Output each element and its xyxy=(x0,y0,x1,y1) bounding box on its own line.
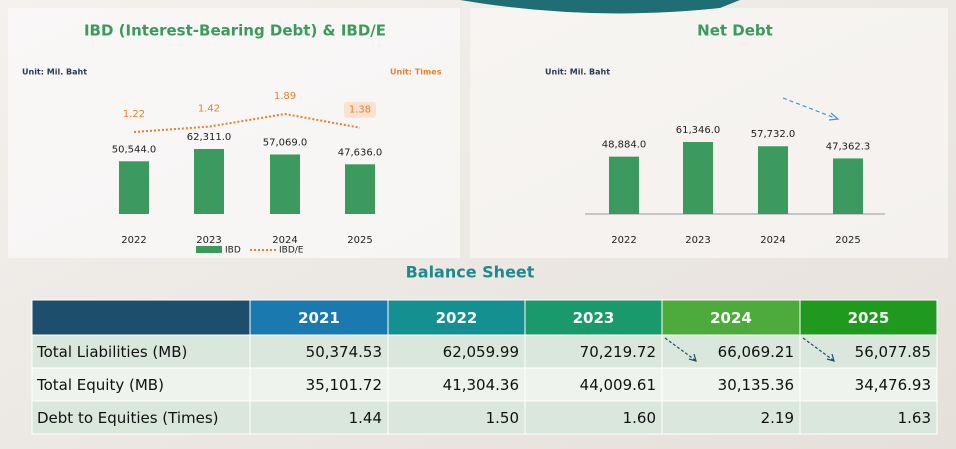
value-label: 1.38 xyxy=(349,105,371,116)
chart-title: Net Debt xyxy=(697,22,773,40)
table-cell: 56,077.85 xyxy=(855,343,931,361)
x-tick-label: 2023 xyxy=(196,235,221,246)
bar xyxy=(683,142,713,214)
value-label: 1.42 xyxy=(198,104,220,115)
table-cell: 2.19 xyxy=(761,409,794,427)
value-label: 1.22 xyxy=(123,109,145,120)
value-label: 47,362.3 xyxy=(826,141,871,152)
table-cell: 1.50 xyxy=(486,409,519,427)
value-label: 62,311.0 xyxy=(187,132,232,143)
x-tick-label: 2024 xyxy=(760,235,785,246)
x-tick-label: 2024 xyxy=(272,235,297,246)
bar xyxy=(345,164,375,214)
table-cell: 34,476.93 xyxy=(855,376,931,394)
unit-label: Unit: Mil. Baht xyxy=(545,68,610,77)
value-label: 61,346.0 xyxy=(676,125,721,136)
table-cell: 70,219.72 xyxy=(580,343,656,361)
x-tick-label: 2022 xyxy=(121,235,146,246)
x-tick-label: 2022 xyxy=(611,235,636,246)
table-header: 2022 xyxy=(436,309,478,327)
table-cell: 41,304.36 xyxy=(443,376,519,394)
bar xyxy=(609,157,639,214)
table-title: Balance Sheet xyxy=(406,263,535,282)
value-label: 57,069.0 xyxy=(263,137,308,148)
value-label: 1.89 xyxy=(274,91,296,102)
table-row-label: Total Equity (MB) xyxy=(36,376,164,394)
table-header: 2025 xyxy=(848,309,890,327)
table-cell: 30,135.36 xyxy=(718,376,794,394)
legend-label: IBD/E xyxy=(279,246,304,256)
table-cell: 1.44 xyxy=(349,409,382,427)
page: {"chart_data": [ {"type": "bar", "title"… xyxy=(0,0,956,449)
bar xyxy=(833,158,863,214)
x-tick-label: 2025 xyxy=(347,235,372,246)
legend-label: IBD xyxy=(225,246,241,256)
bar xyxy=(270,154,300,214)
value-label: 57,732.0 xyxy=(751,129,796,140)
legend-swatch xyxy=(196,246,222,253)
table-cell: 35,101.72 xyxy=(306,376,382,394)
table-header-cell xyxy=(32,300,250,335)
table-header: 2023 xyxy=(573,309,615,327)
value-label: 50,544.0 xyxy=(112,144,157,155)
dashboard: IBD (Interest-Bearing Debt) & IBD/E Unit… xyxy=(0,0,956,449)
table-cell: 62,059.99 xyxy=(443,343,519,361)
unit-label: Unit: Mil. Baht xyxy=(22,68,87,77)
table-header: 2021 xyxy=(298,309,340,327)
table-cell: 50,374.53 xyxy=(306,343,382,361)
table-cell: 1.60 xyxy=(623,409,656,427)
value-label: 47,636.0 xyxy=(338,147,383,158)
chart-title: IBD (Interest-Bearing Debt) & IBD/E xyxy=(84,22,386,40)
x-tick-label: 2025 xyxy=(835,235,860,246)
table-row-label: Total Liabilities (MB) xyxy=(36,343,187,361)
bar xyxy=(194,149,224,214)
bar xyxy=(119,161,149,214)
bar xyxy=(758,146,788,214)
table-row-label: Debt to Equities (Times) xyxy=(37,409,219,427)
panel xyxy=(8,8,460,258)
table-cell: 1.63 xyxy=(898,409,931,427)
value-label: 48,884.0 xyxy=(602,140,647,151)
unit-label: Unit: Times xyxy=(390,68,442,77)
x-tick-label: 2023 xyxy=(685,235,710,246)
table-header: 2024 xyxy=(710,309,752,327)
table-cell: 66,069.21 xyxy=(718,343,794,361)
table-cell: 44,009.61 xyxy=(580,376,656,394)
